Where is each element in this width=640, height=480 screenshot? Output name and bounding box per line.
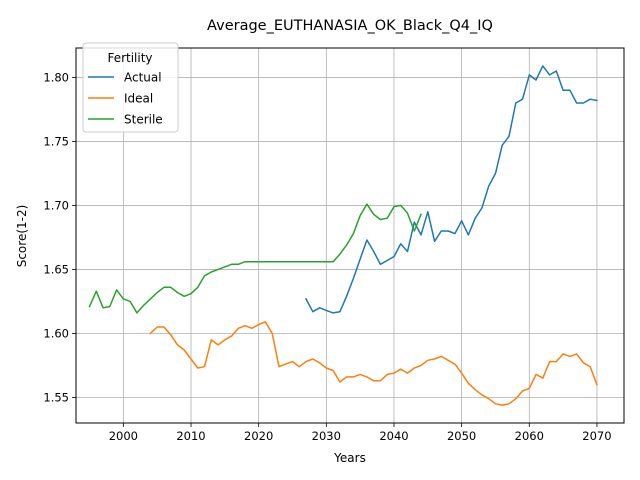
y-tick-label: 1.60: [43, 326, 69, 340]
legend-label-ideal: Ideal: [124, 92, 153, 106]
legend-title: Fertility: [107, 51, 152, 65]
x-tick-label: 2010: [176, 429, 205, 443]
x-tick-label: 2030: [312, 429, 341, 443]
x-tick-label: 2070: [582, 429, 611, 443]
y-tick-label: 1.70: [43, 198, 69, 212]
y-axis-ticks: 1.55 1.60 1.65 1.70 1.75 1.80: [43, 70, 76, 404]
legend-label-actual: Actual: [124, 71, 162, 85]
y-axis-label: Score(1-2): [15, 205, 29, 268]
legend-items: Actual Ideal Sterile: [88, 71, 163, 127]
plot-frame: [75, 47, 625, 424]
legend-label-sterile: Sterile: [124, 113, 163, 127]
y-tick-label: 1.80: [43, 70, 69, 84]
legend: Fertility Actual Ideal Sterile: [82, 42, 179, 133]
series-line-sterile: [88, 203, 422, 314]
series-line-ideal: [149, 321, 598, 406]
y-tick-label: 1.75: [43, 134, 69, 148]
series-lines: [88, 65, 598, 406]
grid-lines: [76, 48, 624, 423]
legend-box: [82, 42, 179, 133]
x-tick-label: 2050: [447, 429, 476, 443]
x-tick-label: 2020: [244, 429, 273, 443]
series-line-actual: [304, 65, 598, 314]
x-tick-label: 2060: [515, 429, 544, 443]
x-axis-label: Years: [333, 451, 366, 465]
chart-title: Average_EUTHANASIA_OK_Black_Q4_IQ: [207, 18, 493, 34]
x-tick-label: 2000: [109, 429, 138, 443]
x-axis-ticks: 2000 2010 2020 2030 2040 2050 2060 2070: [109, 423, 612, 443]
y-tick-label: 1.55: [43, 390, 69, 404]
y-tick-label: 1.65: [43, 262, 69, 276]
x-tick-label: 2040: [379, 429, 408, 443]
